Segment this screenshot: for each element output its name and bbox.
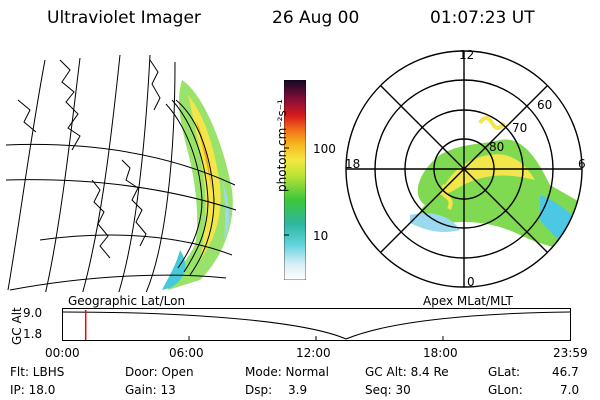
glon-label: GLon: xyxy=(488,383,523,397)
polar-plot xyxy=(345,50,583,288)
mlt-label-6: 6 xyxy=(578,157,586,171)
time-tick-1800: 18:00 xyxy=(423,346,458,360)
glat-value: 46.7 xyxy=(552,365,579,379)
time-tick-0000: 00:00 xyxy=(45,346,80,360)
coastlines xyxy=(17,59,215,276)
filter-info: Flt: LBHS xyxy=(10,365,65,379)
colorbar-tick-10: 10 xyxy=(313,229,329,243)
altitude-tick-high: 9.0 xyxy=(23,306,43,320)
dsp-value: 3.9 xyxy=(288,383,308,397)
left-caption: Geographic Lat/Lon xyxy=(68,294,186,308)
time-tick-0600: 06:00 xyxy=(169,346,204,360)
seq-info: Seq: 30 xyxy=(365,383,411,397)
instrument-title: Ultraviolet Imager xyxy=(47,8,201,28)
colorbar-unit-label: photon cm⁻²s⁻¹ xyxy=(275,99,289,192)
glat-label: GLat: xyxy=(488,365,521,379)
time-tick-2359: 23:59 xyxy=(553,346,588,360)
mlt-label-12: 12 xyxy=(459,48,475,62)
right-caption: Apex MLat/MLT xyxy=(423,294,513,308)
altitude-plot xyxy=(62,308,571,341)
mode-info: Mode: Normal xyxy=(245,365,329,379)
colorbar-tick-100: 100 xyxy=(313,142,336,156)
dsp-label: Dsp: xyxy=(245,383,273,397)
door-info: Door: Open xyxy=(125,365,194,379)
gc-alt-info: GC Alt: 8.4 Re xyxy=(365,365,449,379)
glon-value: 7.0 xyxy=(560,383,580,397)
geographic-map xyxy=(6,54,237,292)
time-tick-1200: 12:00 xyxy=(296,346,331,360)
lat-label-70: 70 xyxy=(512,121,528,135)
date-label: 26 Aug 00 xyxy=(272,8,360,28)
altitude-tick-low: 1.8 xyxy=(23,327,43,341)
time-label: 01:07:23 UT xyxy=(430,8,535,28)
lat-label-60: 60 xyxy=(537,98,553,112)
gain-info: Gain: 13 xyxy=(125,383,176,397)
altitude-axis-label: GC Alt xyxy=(10,307,24,345)
ip-info: IP: 18.0 xyxy=(10,383,56,397)
mlt-label-0: 0 xyxy=(467,275,475,289)
colorbar xyxy=(284,80,306,280)
mlt-label-18: 18 xyxy=(345,157,361,171)
lat-lon-grid xyxy=(6,54,237,292)
lat-label-80: 80 xyxy=(489,140,505,154)
